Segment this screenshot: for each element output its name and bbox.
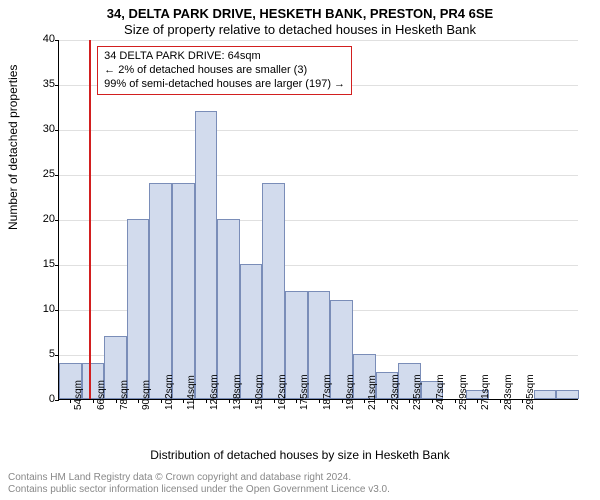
histogram-bar [172,183,195,399]
histogram-bar [262,183,285,399]
chart-title-address: 34, DELTA PARK DRIVE, HESKETH BANK, PRES… [0,6,600,21]
x-tick-label: 223sqm [390,374,401,410]
y-tick-label: 35 [29,78,55,90]
annotation-box: 34 DELTA PARK DRIVE: 64sqm← 2% of detach… [97,46,352,95]
x-tick-label: 295sqm [525,374,536,410]
x-tick-label: 247sqm [435,374,446,410]
y-tick-mark [55,355,59,356]
x-tick-mark [116,399,117,403]
x-tick-mark [206,399,207,403]
x-tick-label: 199sqm [345,374,356,410]
x-tick-label: 187sqm [322,374,333,410]
y-tick-mark [55,265,59,266]
x-tick-mark [522,399,523,403]
x-tick-label: 126sqm [209,374,220,410]
property-marker-line [89,40,91,399]
y-tick-label: 40 [29,33,55,45]
chart-title-subtitle: Size of property relative to detached ho… [0,22,600,37]
y-axis-label: Number of detached properties [6,65,20,230]
histogram-bar [195,111,218,399]
x-tick-label: 54sqm [73,380,84,410]
x-tick-label: 162sqm [277,374,288,410]
x-tick-label: 138sqm [232,374,243,410]
x-tick-mark [387,399,388,403]
footer-attribution: Contains HM Land Registry data © Crown c… [8,472,390,496]
y-tick-mark [55,220,59,221]
x-tick-label: 90sqm [141,380,152,410]
x-tick-mark [455,399,456,403]
histogram-chart: 34, DELTA PARK DRIVE, HESKETH BANK, PRES… [0,0,600,500]
y-tick-mark [55,310,59,311]
x-tick-mark [183,399,184,403]
x-tick-mark [364,399,365,403]
x-tick-label: 283sqm [503,374,514,410]
x-tick-mark [274,399,275,403]
histogram-bar [149,183,172,399]
y-tick-label: 30 [29,123,55,135]
x-tick-mark [432,399,433,403]
x-tick-mark [70,399,71,403]
histogram-bar [534,390,557,399]
y-tick-label: 20 [29,213,55,225]
x-tick-label: 235sqm [412,374,423,410]
x-tick-label: 259sqm [458,374,469,410]
x-tick-mark [138,399,139,403]
x-tick-mark [477,399,478,403]
x-tick-mark [161,399,162,403]
x-tick-label: 150sqm [254,374,265,410]
y-tick-mark [55,40,59,41]
x-tick-mark [319,399,320,403]
histogram-bar [217,219,240,399]
x-tick-label: 271sqm [480,374,491,410]
y-tick-mark [55,400,59,401]
y-tick-mark [55,130,59,131]
histogram-bar [556,390,579,399]
x-tick-mark [409,399,410,403]
x-tick-mark [229,399,230,403]
annotation-line: 99% of semi-detached houses are larger (… [104,78,345,92]
y-tick-mark [55,85,59,86]
x-tick-label: 102sqm [164,374,175,410]
x-tick-mark [93,399,94,403]
x-tick-label: 66sqm [96,380,107,410]
x-tick-mark [342,399,343,403]
gridline [59,175,578,176]
footer-line2: Contains public sector information licen… [8,484,390,496]
x-tick-mark [251,399,252,403]
plot-area: 051015202530354054sqm66sqm78sqm90sqm102s… [58,40,578,400]
annotation-line: 34 DELTA PARK DRIVE: 64sqm [104,50,345,64]
y-tick-label: 10 [29,303,55,315]
y-tick-label: 15 [29,258,55,270]
y-tick-label: 0 [29,393,55,405]
x-tick-label: 175sqm [299,374,310,410]
x-tick-mark [296,399,297,403]
footer-line1: Contains HM Land Registry data © Crown c… [8,472,390,484]
y-tick-label: 25 [29,168,55,180]
gridline [59,130,578,131]
x-tick-label: 211sqm [367,375,378,410]
x-axis-label: Distribution of detached houses by size … [0,448,600,462]
y-tick-label: 5 [29,348,55,360]
x-tick-label: 114sqm [186,375,197,410]
annotation-line: ← 2% of detached houses are smaller (3) [104,64,345,78]
y-tick-mark [55,175,59,176]
x-tick-label: 78sqm [119,380,130,410]
histogram-bar [127,219,150,399]
x-tick-mark [500,399,501,403]
gridline [59,40,578,41]
